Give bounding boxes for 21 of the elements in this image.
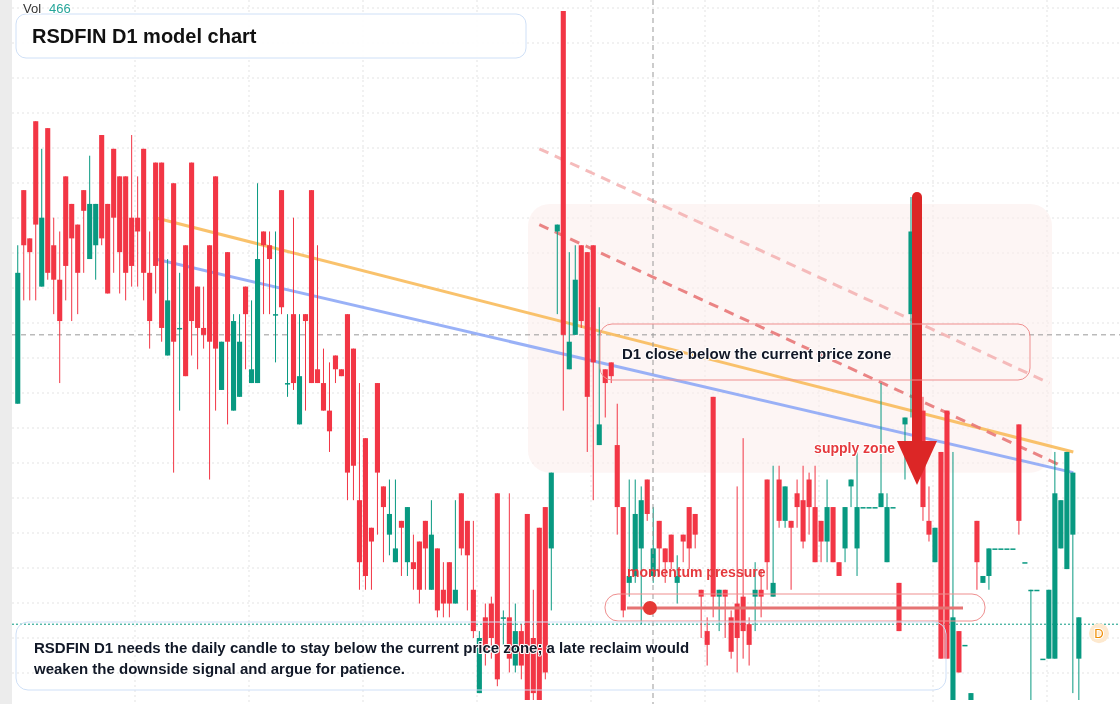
- ref-line-label: D: [1094, 626, 1104, 642]
- candlestick: [332, 355, 339, 384]
- candlestick: [386, 479, 392, 556]
- candlestick: [380, 485, 386, 563]
- candlestick: [392, 479, 398, 563]
- candlestick: [326, 361, 333, 453]
- text: RSDFIN D1 model chart: [32, 25, 257, 47]
- candlestick: [81, 189, 87, 274]
- candlestick: [260, 230, 267, 315]
- candlestick: [266, 230, 273, 315]
- candlestick: [398, 520, 404, 577]
- candlestick: [284, 313, 291, 398]
- candlestick: [272, 230, 279, 363]
- candlestick: [848, 479, 854, 508]
- annotation: Vol: [23, 1, 42, 16]
- annotation: 466: [49, 1, 71, 16]
- candlestick: [926, 485, 932, 543]
- annotation: D1 close below the current price zone: [622, 345, 892, 362]
- candlestick: [452, 499, 458, 605]
- candlestick: [788, 520, 794, 591]
- candlestick: [704, 616, 710, 667]
